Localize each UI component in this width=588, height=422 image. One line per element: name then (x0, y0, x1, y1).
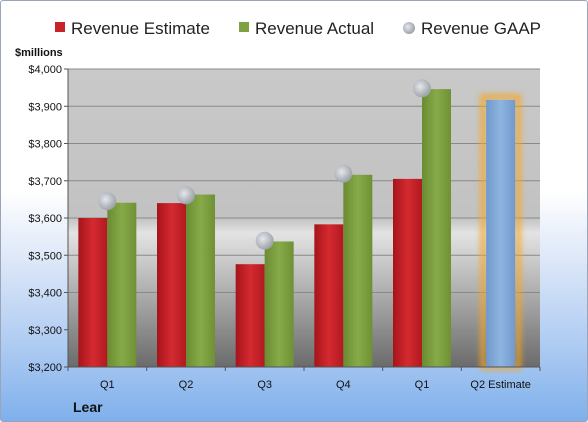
company-label: Lear (73, 399, 103, 415)
x-tick-label: Q1 (100, 379, 115, 391)
bar-revenue-estimate (78, 218, 108, 367)
bar-revenue-actual (264, 241, 294, 367)
y-axis-unit-label: $millions (15, 47, 63, 59)
bar-revenue-actual (186, 194, 215, 367)
legend-label-estimate: Revenue Estimate (71, 19, 210, 38)
marker-revenue-gaap (98, 192, 117, 211)
y-tick-label: $3,200 (28, 362, 62, 374)
legend-label-actual: Revenue Actual (255, 19, 374, 38)
bar-revenue-actual (422, 89, 451, 368)
y-tick-label: $4,000 (28, 64, 62, 76)
bars (78, 79, 522, 370)
bar-revenue-actual (107, 202, 137, 367)
x-tick-label: Q2 (179, 379, 194, 391)
y-tick-label: $3,700 (28, 176, 62, 188)
marker-revenue-gaap (177, 186, 195, 205)
legend-swatch-gaap (403, 22, 415, 34)
bar-revenue-estimate (393, 178, 422, 367)
legend-swatch-actual (239, 22, 249, 32)
y-tick-label: $3,300 (28, 325, 62, 337)
y-tick-label: $3,800 (28, 139, 62, 151)
x-tick-label: Q3 (257, 379, 272, 391)
bar-revenue-estimate (235, 264, 265, 367)
bar-next-quarter-estimate (486, 99, 516, 367)
marker-revenue-gaap (255, 231, 274, 250)
x-axis: Q1 Q2 Q3 Q4 Q1 Q2 Estimate (67, 366, 541, 391)
bar-revenue-estimate (157, 203, 186, 367)
bar-revenue-estimate (314, 224, 344, 367)
y-tick-label: $3,400 (28, 288, 62, 300)
y-tick-label: $3,900 (28, 101, 62, 113)
x-tick-label: Q4 (336, 379, 351, 391)
y-tick-label: $3,500 (28, 250, 62, 262)
y-axis: $3,200 $3,300 $3,400 $3,500 $3,600 $3,700 $3,8… (28, 64, 69, 374)
bar-revenue-actual (343, 174, 373, 367)
legend-label-gaap: Revenue GAAP (421, 19, 541, 38)
x-tick-label: Q2 Estimate (470, 379, 531, 391)
marker-revenue-gaap (334, 164, 353, 183)
legend: Revenue Estimate Revenue Actual Revenue … (55, 19, 541, 38)
marker-revenue-gaap (413, 79, 431, 98)
x-tick-label: Q1 (415, 379, 430, 391)
y-tick-label: $3,600 (28, 213, 62, 225)
legend-swatch-estimate (55, 22, 65, 32)
